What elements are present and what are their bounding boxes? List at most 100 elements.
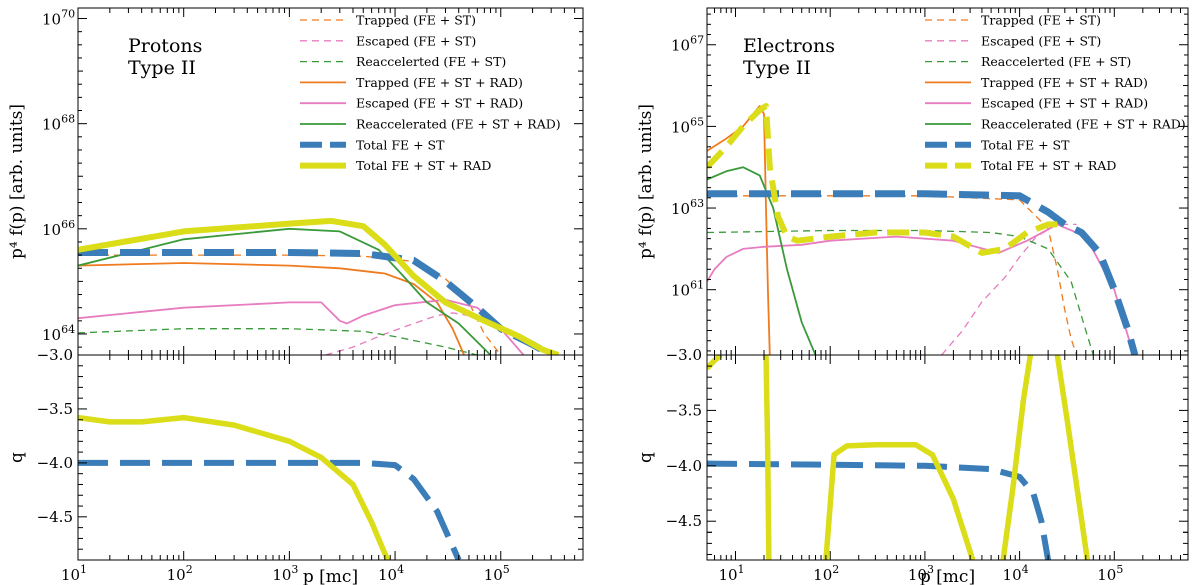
x-axis-label-electrons: p [mc] xyxy=(920,567,975,585)
y-tick-base: 10 xyxy=(671,282,690,300)
q-tick-label: −4.0 xyxy=(666,457,702,475)
y-tick-label-top: 1066 xyxy=(42,218,75,239)
y-tick-base: 10 xyxy=(671,200,690,218)
x-tick-label: 102 xyxy=(813,563,839,584)
x-tick-exponent: 1 xyxy=(80,563,87,576)
bottom-series-q-fe-st-rad-d xyxy=(1000,355,1034,560)
y-tick-exponent: 66 xyxy=(61,218,75,231)
x-tick-label: 104 xyxy=(1003,563,1029,584)
y-tick-base: 10 xyxy=(671,37,690,55)
y-tick-label-top: 1063 xyxy=(671,197,704,218)
x-tick-base: 10 xyxy=(1097,566,1116,584)
y-tick-label-top: 1067 xyxy=(671,34,704,55)
bottom-curves-electrons xyxy=(707,355,1091,560)
x-tick-label: 105 xyxy=(1097,563,1123,584)
y-tick-label-top: 1064 xyxy=(42,323,75,344)
panel-electrons: 101 102 103 104 1051061106310651067−3.0−3.5−… xyxy=(636,7,1189,584)
x-tick-base: 10 xyxy=(813,566,832,584)
x-tick-exponent: 1 xyxy=(738,563,745,576)
top-curves-protons xyxy=(78,217,560,355)
top-curves-electrons xyxy=(707,103,1139,355)
y-tick-exponent: 68 xyxy=(61,113,75,126)
y-tick-base: 10 xyxy=(42,116,61,134)
bottom-axes-frame-protons xyxy=(77,354,584,561)
y-tick-label-top: 1065 xyxy=(671,115,704,136)
top-series-total-fe-st-rad xyxy=(78,217,560,355)
legend-label-trapped-fe-st: Trapped (FE + ST) xyxy=(356,13,476,28)
y-tick-label-top: 1070 xyxy=(42,8,75,29)
panel-title-electrons-line-1: Electrons xyxy=(743,35,835,57)
y-tick-exponent: 67 xyxy=(690,34,704,47)
x-tick-base: 10 xyxy=(718,566,737,584)
bottom-series-q-fe-st xyxy=(707,460,1052,560)
bottom-series-q-fe-st-rad-b xyxy=(763,355,772,560)
legend-label-reaccelerted-fe-st: Reaccelerted (FE + ST) xyxy=(356,54,506,69)
x-tick-label: 103 xyxy=(272,563,298,584)
y-tick-exponent: 61 xyxy=(690,279,704,292)
legend-label-trapped-fe-st-rad: Trapped (FE + ST + RAD) xyxy=(356,75,523,90)
y-axis-label-bottom-protons: q xyxy=(7,452,27,463)
legend-label-total-fe-st: Total FE + ST xyxy=(981,137,1070,152)
x-tick-exponent: 2 xyxy=(832,563,839,576)
bottom-series-q-fe-st-rad-e xyxy=(1054,355,1091,560)
y-tick-label-top: 1061 xyxy=(671,279,704,300)
y-tick-label-boundary: −3.0 xyxy=(37,346,73,364)
legend-label-reaccelerated-fe-st-rad: Reaccelerated (FE + ST + RAD) xyxy=(356,117,561,132)
panel-protons: 101 102 103 104 1051064106610681070−3.0−3.5−… xyxy=(7,7,584,584)
bottom-series-q-fe-st-rad xyxy=(78,414,391,560)
top-series-total-fe-st xyxy=(707,190,1139,355)
q-tick-label: −4.5 xyxy=(666,512,702,530)
bottom-series-q-fe-st xyxy=(78,459,462,560)
y-tick-exponent: 63 xyxy=(690,197,704,210)
legend-electrons: Trapped (FE + ST) Escaped (FE + ST) Reacce… xyxy=(925,13,1186,173)
top-series-total-fe-st-rad xyxy=(707,103,1058,256)
top-series-total-fe-st xyxy=(78,249,553,355)
q-tick-label: −3.5 xyxy=(37,400,73,418)
top-series-escaped-fe-st xyxy=(325,312,470,355)
x-tick-label: 105 xyxy=(484,563,510,584)
top-series-reaccelerted-fe-st xyxy=(707,229,1094,355)
x-tick-exponent: 5 xyxy=(1116,563,1123,576)
x-tick-exponent: 2 xyxy=(186,563,193,576)
x-tick-exponent: 4 xyxy=(1022,563,1029,576)
legend-label-reaccelerted-fe-st: Reaccelerted (FE + ST) xyxy=(981,54,1131,69)
top-series-trapped-fe-st xyxy=(78,254,502,355)
y-tick-base: 10 xyxy=(42,11,61,29)
legend-label-escaped-fe-st-rad: Escaped (FE + ST + RAD) xyxy=(356,96,523,111)
y-tick-label-boundary: −3.0 xyxy=(666,346,702,364)
x-tick-base: 10 xyxy=(378,566,397,584)
legend-label-total-fe-st-rad: Total FE + ST + RAD xyxy=(356,158,491,173)
x-tick-base: 10 xyxy=(908,566,927,584)
x-tick-exponent: 3 xyxy=(927,563,934,576)
x-tick-exponent: 4 xyxy=(397,563,404,576)
y-tick-base: 10 xyxy=(42,221,61,239)
y-tick-label-top: 1068 xyxy=(42,113,75,134)
top-series-reaccelerted-fe-st xyxy=(78,328,480,355)
panel-title-electrons-line-2: Type II xyxy=(743,57,811,79)
y-axis-label-top-electrons: p⁴ f(p) [arb. units] xyxy=(636,104,656,259)
x-axis-label-protons: p [mc] xyxy=(303,567,358,585)
y-tick-exponent: 64 xyxy=(61,323,75,336)
x-tick-label: 101 xyxy=(61,563,87,584)
x-tick-base: 10 xyxy=(1003,566,1022,584)
top-series-reaccelerated-fe-st-rad xyxy=(78,227,492,355)
panel-title-protons-line-2: Type II xyxy=(128,57,196,79)
x-tick-label: 102 xyxy=(167,563,193,584)
x-tick-label: 104 xyxy=(378,563,404,584)
legend-label-escaped-fe-st: Escaped (FE + ST) xyxy=(356,33,476,48)
top-series-escaped-fe-st-rad xyxy=(707,223,1135,355)
x-tick-exponent: 3 xyxy=(291,563,298,576)
x-tick-base: 10 xyxy=(272,566,291,584)
x-tick-exponent: 5 xyxy=(503,563,510,576)
bottom-series-q-fe-st-rad-c xyxy=(823,442,976,560)
y-axis-label-bottom-electrons: q xyxy=(636,452,656,463)
legend-label-escaped-fe-st: Escaped (FE + ST) xyxy=(981,33,1101,48)
x-tick-label: 103 xyxy=(908,563,934,584)
panel-title-protons-line-1: Protons xyxy=(128,35,202,57)
y-tick-base: 10 xyxy=(671,118,690,136)
x-tick-base: 10 xyxy=(61,566,80,584)
top-series-trapped-fe-st xyxy=(707,195,1078,355)
legend-protons: Trapped (FE + ST) Escaped (FE + ST) Reacce… xyxy=(300,13,561,173)
legend-label-reaccelerated-fe-st-rad: Reaccelerated (FE + ST + RAD) xyxy=(981,117,1186,132)
